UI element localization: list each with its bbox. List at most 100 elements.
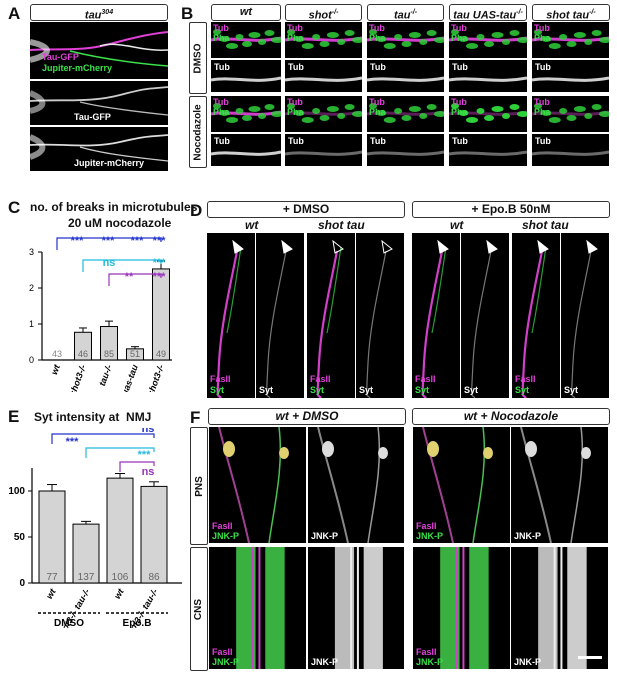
c-ytick-label: 2: [29, 283, 34, 293]
c-n-label-4: 49: [156, 349, 166, 359]
panel-b-header-shot-text: shot: [308, 9, 332, 22]
c-sig-bracket-2: [108, 273, 162, 286]
e-group-label-dmso: DMSO: [54, 618, 84, 628]
c-sig-label-5: ***: [153, 257, 167, 269]
panel-d-fasll-label: FasII: [415, 374, 436, 384]
panel-b-pha-label: Pha: [369, 107, 386, 117]
axon-tubulin-image: [532, 76, 609, 82]
panel-label-a: A: [8, 4, 21, 23]
e-bar-2: [106, 477, 134, 584]
e-bar-1: [72, 523, 100, 584]
axon-merge-image: [532, 103, 609, 123]
panel-b-header-shottau-sup: -/-: [589, 9, 596, 16]
panel-b-tub-label: Tub: [213, 97, 229, 107]
nmj-syt-image: [471, 239, 498, 398]
nmj-merge-image: [421, 239, 449, 398]
e-group-label-epob: Epo.B: [123, 618, 152, 628]
nmj-merge-image: [216, 239, 244, 398]
panel-d-syt-label-gray: Syt: [464, 385, 479, 395]
panel-b-merge-dmso-shot: Tub Pha: [285, 22, 362, 58]
panel-d-image-3: FasII Syt: [307, 233, 355, 398]
panel-b-header-shottau-text: shot tau: [546, 9, 590, 22]
c-category-3: tau-/- uas-tau: [111, 363, 140, 392]
panel-b-tub-label-gray: Tub: [452, 62, 468, 72]
panel-f-row-cns-text: CNS: [193, 598, 205, 620]
panel-f-fasll-label: FasII: [416, 521, 437, 531]
e-n-label-1: 137: [78, 572, 95, 583]
panel-b-row-nocodazole: Nocodazole: [189, 96, 207, 168]
panel-f-row-pns-text: PNS: [193, 475, 205, 497]
jnk-gray-image: [317, 427, 388, 543]
neuron-jupiter-image: [30, 134, 168, 162]
panel-b-merge-noco-rescue: Tub Pha: [449, 96, 527, 132]
panel-d-genotype-4: shot tau: [522, 218, 569, 232]
panel-f-fasll-label: FasII: [416, 647, 437, 657]
panel-b-merge-dmso-wt: Tub Pha: [211, 22, 281, 58]
panel-b-tub-dmso-shottau: Tub: [532, 60, 609, 92]
panel-b-header-wt: wt: [211, 4, 281, 21]
c-category-0: wt: [49, 362, 62, 376]
panel-c-title-1: no. of breaks in microtubules: [30, 200, 198, 214]
panel-b-tub-noco-rescue: Tub: [449, 134, 527, 166]
scale-bar: [578, 656, 602, 659]
panel-d-fasll-label: FasII: [515, 374, 536, 384]
e-ytick-label: 0: [19, 578, 25, 589]
e-n-label-0: 77: [46, 572, 58, 583]
e-sig-label-2: ***: [138, 449, 152, 461]
panel-label-d: D: [190, 201, 203, 220]
panel-d-header-epob: + Epo.B 50nM: [412, 201, 610, 218]
panel-b-merge-dmso-rescue: Tub Pha: [449, 22, 527, 58]
axon-merge-image: [211, 103, 281, 123]
panel-b-pha-label: Pha: [534, 33, 551, 43]
panel-b-header-taurescue-sup: -/-: [516, 9, 523, 16]
panel-b-tub-label: Tub: [287, 23, 303, 33]
c-ytick-label: 3: [29, 247, 34, 257]
axon-merge-image: [367, 29, 444, 49]
panel-label-e: E: [8, 407, 20, 426]
panel-d-fasll-label: FasII: [310, 374, 331, 384]
panel-f-jnk-label: JNK-P: [416, 657, 444, 667]
panel-d-syt-label: Syt: [310, 385, 325, 395]
axon-tubulin-image: [449, 76, 527, 82]
panel-b-tub-label: Tub: [451, 23, 467, 33]
axon-tubulin-image: [367, 150, 444, 156]
c-category-1: shot3-/-: [67, 363, 88, 392]
panel-b-header-shot: shot-/-: [285, 4, 362, 22]
panel-b-header-tau-text: tau: [393, 9, 411, 22]
panel-b-row-dmso: DMSO: [189, 22, 207, 94]
panel-a-image-merge: Tau-GFP Jupiter-mCherry: [30, 22, 168, 79]
panel-f-image-pns-4: JNK-P: [511, 427, 608, 543]
e-sig-bracket-2: [119, 461, 155, 472]
panel-f-header-noco: wt + Nocodazole: [412, 408, 610, 425]
panel-b-tub-label-gray: Tub: [214, 136, 230, 146]
panel-b-header-tau-sup: -/-: [410, 9, 418, 16]
panel-f-row-pns: PNS: [190, 427, 208, 545]
panel-b-tub-label-gray: Tub: [288, 136, 304, 146]
c-sig-label-6: **: [125, 271, 134, 283]
panel-b-tub-label: Tub: [287, 97, 303, 107]
c-category-2: tau-/-: [97, 363, 114, 387]
c-n-label-0: 43: [52, 349, 62, 359]
panel-a-label-jupiter-2: Jupiter-mCherry: [74, 158, 145, 168]
panel-b-merge-noco-tau: Tub Pha: [367, 96, 444, 132]
panel-f-row-cns: CNS: [190, 547, 208, 671]
c-n-label-3: 51: [130, 349, 140, 359]
panel-f-header-dmso-text: wt + DMSO: [275, 409, 339, 423]
nmj-syt-image: [266, 239, 293, 398]
c-sig-label-4: ns: [103, 257, 116, 269]
nmj-syt-image: [366, 239, 393, 398]
axon-tubulin-image: [211, 76, 281, 82]
panel-a-image-taugfp: Tau-GFP: [30, 81, 168, 125]
panel-d-genotype-2: shot tau: [318, 218, 365, 232]
c-n-label-1: 46: [78, 349, 88, 359]
panel-f-image-cns-3: FasII JNK-P: [413, 547, 510, 669]
e-category-0: wt: [44, 586, 58, 601]
panel-d-image-1: FasII Syt: [207, 233, 255, 398]
panel-f-image-cns-1: FasII JNK-P: [209, 547, 306, 669]
panel-b-tub-noco-tau: Tub: [367, 134, 444, 166]
panel-a-label-taugfp-2: Tau-GFP: [74, 112, 111, 122]
panel-b-pha-label: Pha: [287, 107, 304, 117]
axon-tubulin-image: [367, 76, 444, 82]
panel-b-pha-label: Pha: [534, 107, 551, 117]
panel-b-header-shot-sup: -/-: [331, 9, 339, 16]
